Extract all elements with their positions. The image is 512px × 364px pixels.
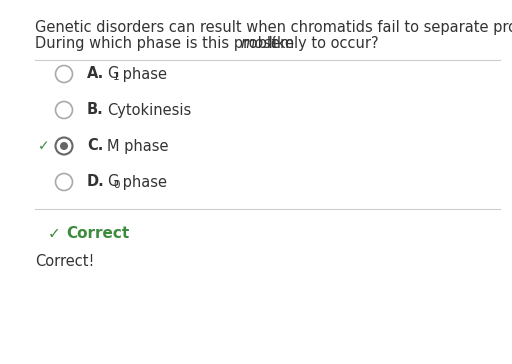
Text: A.: A.: [87, 67, 104, 82]
Text: phase: phase: [117, 174, 166, 190]
Text: Cytokinesis: Cytokinesis: [107, 103, 191, 118]
Text: most: most: [240, 36, 276, 51]
Text: Genetic disorders can result when chromatids fail to separate properly.: Genetic disorders can result when chroma…: [35, 20, 512, 35]
Text: Correct: Correct: [66, 226, 129, 241]
Text: During which phase is this problem: During which phase is this problem: [35, 36, 299, 51]
Text: ✓: ✓: [48, 226, 61, 241]
Text: ✓: ✓: [38, 139, 50, 153]
Text: 0: 0: [113, 180, 119, 190]
Text: C.: C.: [87, 138, 103, 154]
Text: Correct!: Correct!: [35, 254, 94, 269]
Text: M phase: M phase: [107, 138, 168, 154]
Text: G: G: [107, 67, 118, 82]
Text: G: G: [107, 174, 118, 190]
Text: likely to occur?: likely to occur?: [264, 36, 379, 51]
Text: D.: D.: [87, 174, 105, 190]
Text: 1: 1: [113, 72, 120, 82]
Text: phase: phase: [117, 67, 166, 82]
Text: B.: B.: [87, 103, 104, 118]
Circle shape: [60, 142, 68, 150]
